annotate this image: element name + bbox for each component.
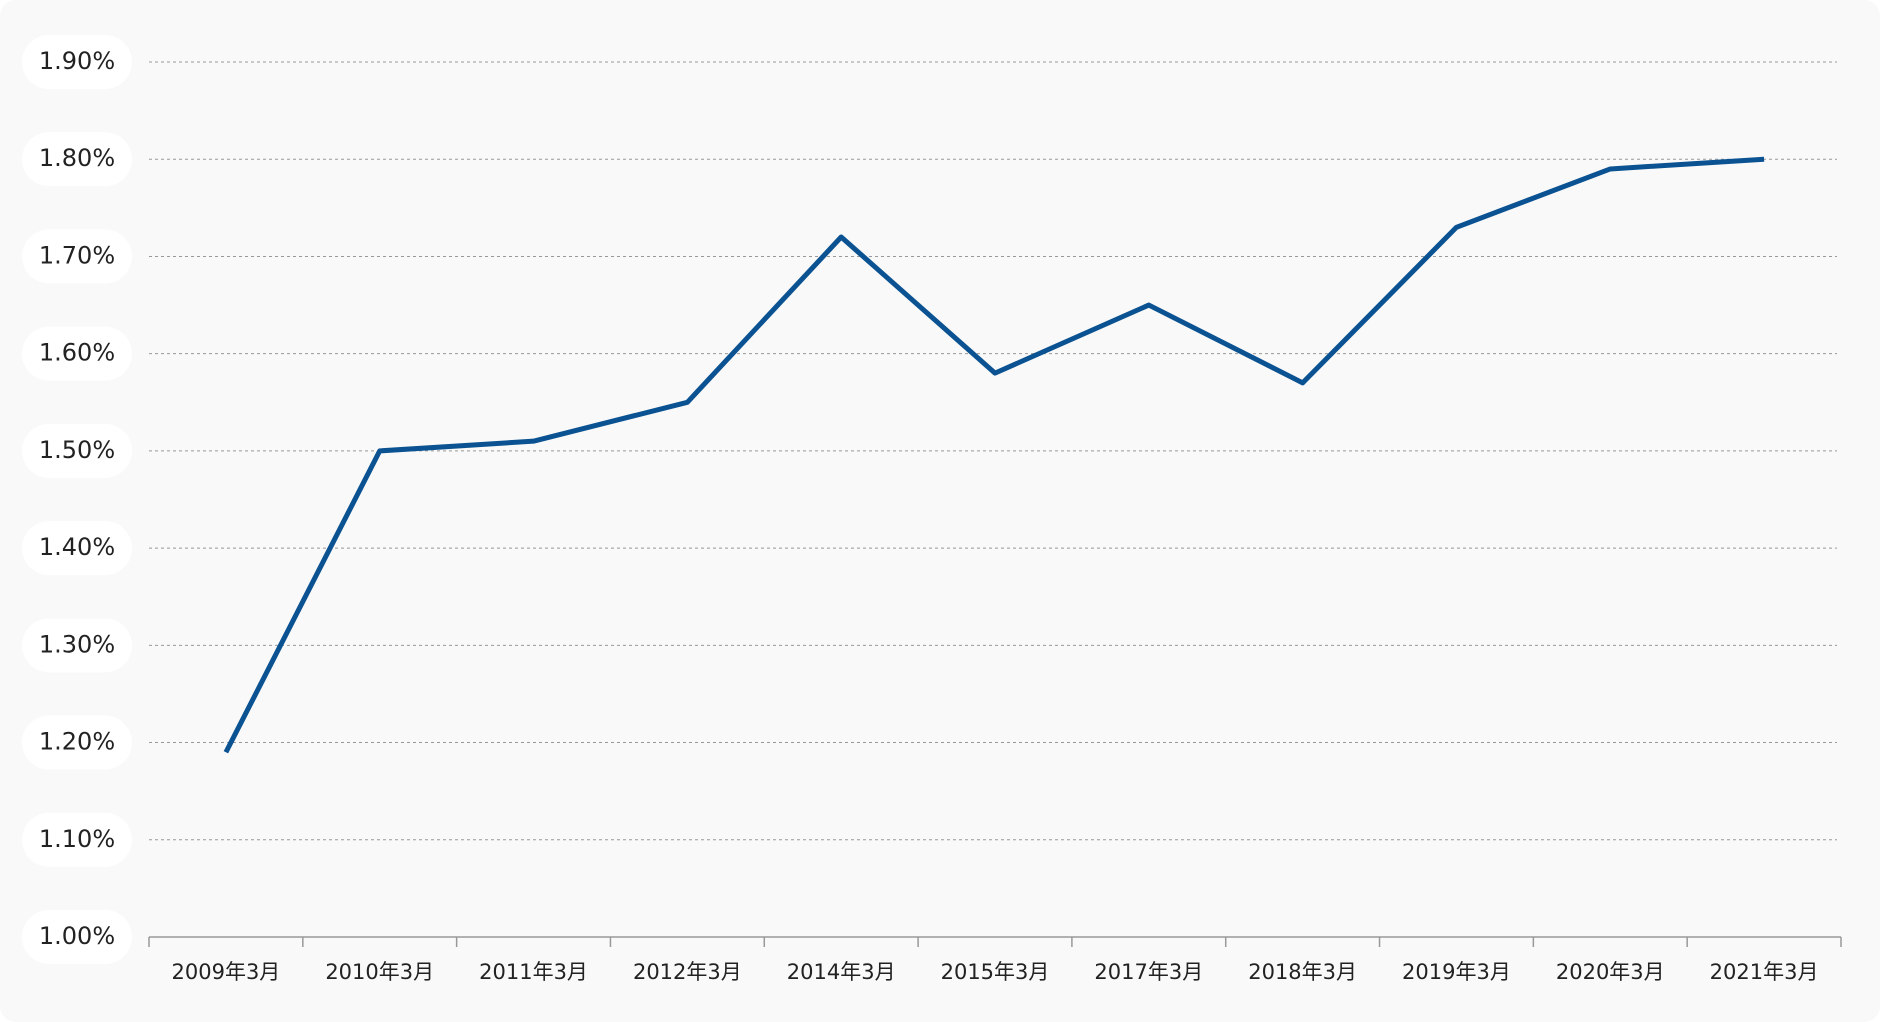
y-tick-pill: [22, 910, 132, 964]
y-tick-pill: [22, 521, 132, 576]
y-tick-label: 1.60%: [39, 339, 115, 367]
x-tick-label: 2011年3月: [479, 960, 588, 984]
x-tick-label: 2009年3月: [172, 960, 281, 984]
x-tick-label: 2015年3月: [941, 960, 1050, 984]
x-tick-label: 2019年3月: [1402, 960, 1511, 984]
y-tick-pill: [22, 423, 132, 478]
x-tick-label: 2010年3月: [325, 960, 434, 984]
y-tick-pill: [22, 229, 132, 284]
data-line: [223, 156, 1765, 754]
x-tick-label: 2021年3月: [1710, 960, 1819, 984]
y-tick-pill: [22, 132, 132, 187]
y-tick-pill: [22, 35, 132, 89]
y-tick-pill: [22, 812, 132, 867]
y-tick-label: 1.50%: [39, 436, 115, 464]
x-tick-label: 2014年3月: [787, 960, 896, 984]
y-tick-label: 1.80%: [39, 144, 115, 172]
y-tick-label: 1.20%: [39, 728, 115, 756]
x-tick-label: 2020年3月: [1556, 960, 1665, 984]
y-tick-label: 1.90%: [39, 47, 115, 75]
x-tick-label: 2012年3月: [633, 960, 742, 984]
x-tick-label: 2018年3月: [1248, 960, 1357, 984]
y-tick-pill: [22, 715, 132, 770]
y-tick-label: 1.30%: [39, 630, 115, 658]
y-tick-label: 1.00%: [39, 922, 115, 950]
y-tick-label: 1.10%: [39, 825, 115, 853]
x-tick-label: 2017年3月: [1094, 960, 1203, 984]
y-tick-pill: [22, 326, 132, 381]
y-tick-label: 1.70%: [39, 241, 115, 269]
y-tick-pill: [22, 618, 132, 673]
y-tick-label: 1.40%: [39, 533, 115, 561]
